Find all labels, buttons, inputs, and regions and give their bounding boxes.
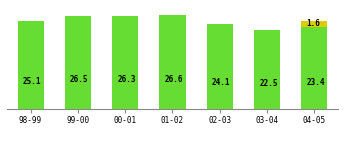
Bar [159, 15, 186, 109]
Bar [302, 21, 327, 27]
Bar [65, 16, 91, 109]
Text: 1.6: 1.6 [307, 19, 321, 28]
Bar [112, 16, 138, 109]
Bar [18, 21, 43, 109]
Bar [254, 30, 280, 109]
Bar [302, 27, 327, 109]
Text: 26.5: 26.5 [70, 75, 89, 84]
Text: 22.5: 22.5 [259, 80, 278, 89]
Text: 23.4: 23.4 [307, 78, 325, 87]
Text: 26.6: 26.6 [165, 75, 183, 84]
Text: 26.3: 26.3 [117, 75, 136, 84]
Text: 24.1: 24.1 [212, 78, 230, 87]
Text: 25.1: 25.1 [23, 76, 41, 85]
Bar [207, 24, 233, 109]
